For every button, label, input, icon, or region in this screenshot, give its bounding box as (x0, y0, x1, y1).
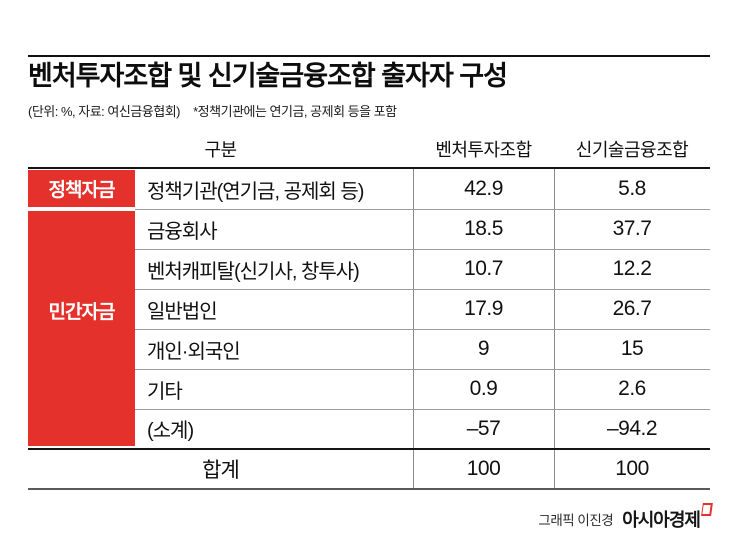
page-title: 벤처투자조합 및 신기술금융조합 출자자 구성 (28, 61, 508, 91)
bottom-rule (28, 488, 710, 490)
row-separator (135, 249, 710, 250)
table-row: 개인·외국인 9 15 (28, 329, 710, 369)
vertical-grid-line (554, 169, 555, 488)
table-row: 벤처캐피탈(신기사, 창투사) 10.7 12.2 (28, 249, 710, 289)
cell-venture-value: 9 (477, 337, 490, 360)
cell-item-label: 개인·외국인 (147, 340, 241, 363)
cell-newtech-value: 5.8 (618, 177, 646, 200)
group-label-private-funds: 민간자금 (28, 211, 135, 446)
cell-item-label: 일반법인 (147, 300, 218, 323)
cell-venture-value: 42.9 (464, 177, 503, 200)
row-separator (135, 329, 710, 330)
cell-newtech-value: 2.6 (618, 377, 646, 400)
subtitle: (단위: %, 자료: 여신금융협회) *정책기관에는 연기금, 공제회 등을 … (28, 101, 397, 120)
footer-credit: 그래픽 이진경 아시아경제 (538, 503, 713, 532)
row-separator (135, 409, 710, 410)
column-header-newtech-fund: 신기술금융조합 (575, 139, 689, 160)
vertical-grid-line (413, 169, 414, 488)
graphic-credit: 그래픽 이진경 (538, 513, 614, 528)
cell-newtech-value: 26.7 (612, 297, 652, 320)
cell-newtech-value: –94.2 (606, 416, 658, 440)
cell-newtech-value: 15 (620, 337, 644, 360)
row-separator (135, 289, 710, 290)
header-separator (28, 167, 710, 169)
table-row: 일반법인 17.9 26.7 (28, 289, 710, 329)
cell-newtech-value: 12.2 (612, 257, 652, 280)
unit-source-note: (단위: %, 자료: 여신금융협회) (28, 104, 181, 119)
brand-logo-text: 아시아경제 (622, 510, 701, 530)
column-header-gubun: 구분 (204, 139, 237, 160)
cell-item-label: 정책기관(연기금, 공제회 등) (147, 180, 364, 203)
cell-newtech-value: 37.7 (612, 217, 652, 240)
cell-venture-value: 17.9 (464, 297, 503, 320)
table-row: 정책기관(연기금, 공제회 등) 42.9 5.8 (28, 169, 710, 209)
cell-venture-value: 0.9 (469, 377, 498, 400)
cell-total-newtech-value: 100 (615, 457, 649, 480)
cell-venture-value: 18.5 (464, 217, 503, 240)
cell-item-label: 기타 (147, 380, 183, 403)
top-rule (28, 55, 710, 57)
cell-total-label: 합계 (202, 459, 240, 482)
cell-venture-value: –57 (466, 416, 501, 440)
row-separator (135, 369, 710, 370)
table-row: (소계) –57 –94.2 (28, 409, 710, 448)
table-row: 금융회사 18.5 37.7 (28, 209, 710, 249)
cell-venture-value: 10.7 (464, 257, 503, 280)
total-row: 합계 100 100 (28, 450, 710, 488)
cell-item-label: 금융회사 (147, 220, 218, 243)
cell-total-venture-value: 100 (466, 457, 501, 480)
footnote: *정책기관에는 연기금, 공제회 등을 포함 (193, 104, 397, 119)
table-row: 기타 0.9 2.6 (28, 369, 710, 409)
brand-logo-mark-icon (701, 503, 713, 516)
column-header-venture-fund: 벤처투자조합 (435, 139, 532, 160)
cell-item-label: (소계) (147, 420, 194, 442)
data-table: 구분 벤처투자조합 신기술금융조합 정책자금 민간자금 정책기관(연기금, 공제… (28, 130, 710, 490)
total-separator (28, 448, 710, 450)
cell-item-label: 벤처캐피탈(신기사, 창투사) (147, 260, 360, 283)
group-label-policy-funds: 정책자금 (28, 170, 135, 207)
row-separator (135, 209, 710, 210)
